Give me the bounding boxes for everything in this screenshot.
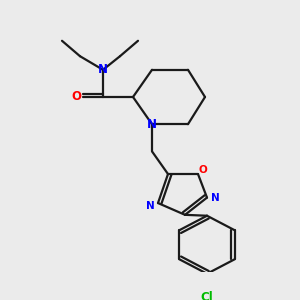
Text: N: N <box>98 63 108 76</box>
Text: Cl: Cl <box>201 291 213 300</box>
Text: N: N <box>211 193 219 202</box>
Text: N: N <box>147 118 157 131</box>
Text: N: N <box>146 201 154 211</box>
Text: O: O <box>71 91 81 103</box>
Text: O: O <box>199 164 207 175</box>
